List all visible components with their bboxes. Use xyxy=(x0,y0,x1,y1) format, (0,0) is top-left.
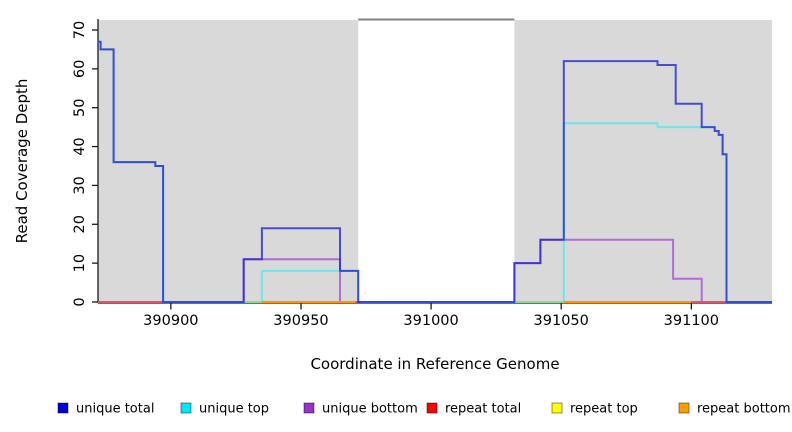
y-axis-title: Read Coverage Depth xyxy=(13,79,31,244)
series-paths xyxy=(98,40,772,303)
legend-label: unique bottom xyxy=(322,402,418,417)
legend-label: repeat total xyxy=(445,402,521,417)
y-tick-label: 40 xyxy=(72,137,88,155)
x-tick-label: 391100 xyxy=(664,313,719,329)
legend-swatch-repeat-bottom xyxy=(678,402,690,414)
y-tick-label: 50 xyxy=(72,98,88,116)
legend-item-repeat-total: repeat total xyxy=(426,402,521,417)
legend-swatch-unique-top xyxy=(180,402,192,414)
legend-label: unique total xyxy=(76,402,154,417)
legend-item-repeat-top: repeat top xyxy=(551,402,638,417)
series-path-unique-total xyxy=(98,40,772,303)
y-tick-label: 0 xyxy=(72,297,88,306)
legend-swatch-repeat-total xyxy=(426,402,438,414)
y-tick-label: 10 xyxy=(72,254,88,272)
x-tick-label: 391000 xyxy=(403,313,458,329)
legend-item-repeat-bottom: repeat bottom xyxy=(678,402,791,417)
y-tick-label: 70 xyxy=(72,21,88,39)
repeat-region-1 xyxy=(514,20,772,303)
legend: unique total unique top unique bottom repea… xyxy=(57,402,791,417)
y-tick-label: 20 xyxy=(72,215,88,233)
legend-swatch-unique-total xyxy=(57,402,69,414)
legend-swatch-repeat-top xyxy=(551,402,563,414)
x-axis-title: Coordinate in Reference Genome xyxy=(310,355,559,373)
x-tick-label: 390950 xyxy=(273,313,328,329)
legend-item-unique-total: unique total xyxy=(57,402,154,417)
y-tick-label: 60 xyxy=(72,60,88,78)
shaded-repeat-regions xyxy=(98,18,772,303)
legend-swatch-unique-bottom xyxy=(303,402,315,414)
legend-label: repeat top xyxy=(570,402,638,417)
x-tick-label: 391050 xyxy=(534,313,589,329)
legend-label: unique top xyxy=(199,402,269,417)
y-tick-label: 30 xyxy=(72,176,88,194)
legend-item-unique-top: unique top xyxy=(180,402,269,417)
legend-label: repeat bottom xyxy=(697,402,791,417)
legend-item-unique-bottom: unique bottom xyxy=(303,402,418,417)
x-tick-label: 390900 xyxy=(143,313,198,329)
